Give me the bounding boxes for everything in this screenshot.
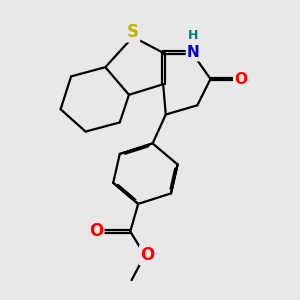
- Text: O: O: [234, 71, 247, 86]
- Text: O: O: [89, 223, 103, 241]
- Text: N: N: [187, 45, 200, 60]
- Text: H: H: [188, 29, 199, 42]
- Text: O: O: [140, 246, 154, 264]
- Text: S: S: [127, 23, 139, 41]
